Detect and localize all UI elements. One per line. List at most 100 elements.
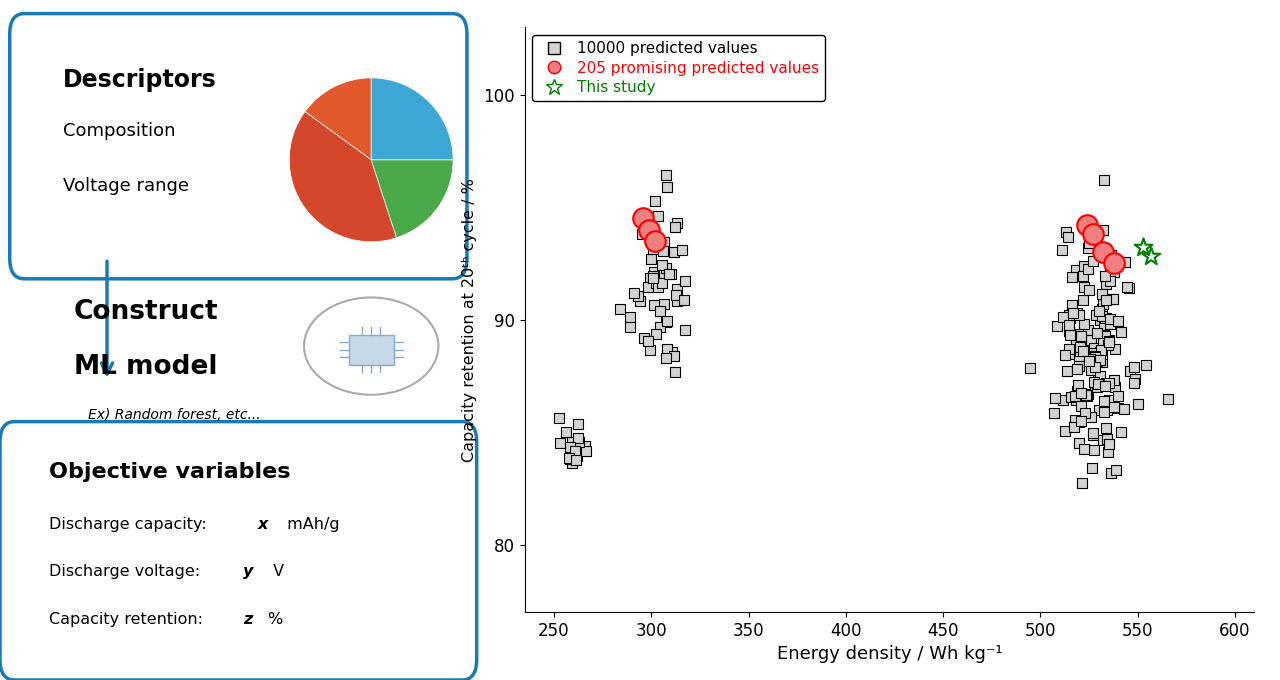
Point	[1084, 377, 1105, 388]
Point	[556, 427, 576, 438]
Point	[1103, 293, 1124, 304]
Point	[657, 343, 677, 354]
Point	[1100, 262, 1120, 273]
Wedge shape	[371, 78, 453, 160]
Point	[662, 346, 682, 357]
Point	[634, 333, 654, 344]
Point	[627, 291, 648, 302]
Point	[1098, 337, 1119, 347]
Text: Composition: Composition	[63, 122, 175, 140]
Point	[1046, 320, 1066, 331]
Point	[1083, 428, 1103, 439]
Point	[1073, 346, 1093, 357]
Point	[1089, 377, 1110, 388]
Text: x: x	[257, 517, 269, 532]
Point	[620, 322, 640, 333]
Point	[649, 269, 669, 279]
Point	[1093, 330, 1114, 341]
Point	[1076, 390, 1097, 401]
Point	[1157, 393, 1178, 404]
Text: Ti: Ti	[444, 206, 457, 219]
Point	[1092, 247, 1112, 258]
Point	[640, 344, 660, 355]
Point	[1105, 258, 1125, 269]
Text: Ni: Ni	[435, 90, 449, 103]
Point	[1080, 354, 1101, 364]
Point	[1068, 308, 1088, 319]
Point	[1093, 434, 1114, 445]
Point	[1075, 407, 1096, 418]
Wedge shape	[371, 160, 453, 238]
Point	[1100, 319, 1120, 330]
Point	[575, 441, 595, 452]
Point	[1074, 260, 1094, 271]
Point	[1135, 360, 1156, 371]
Point	[1084, 380, 1105, 391]
Point	[1108, 390, 1129, 401]
Point	[1068, 379, 1088, 390]
Point	[1128, 398, 1148, 409]
Point	[1070, 394, 1091, 405]
Point	[1101, 313, 1121, 324]
Point	[1085, 351, 1106, 362]
Point	[1140, 251, 1161, 262]
Point	[1087, 356, 1107, 367]
Point	[1070, 415, 1091, 426]
Point	[559, 452, 580, 463]
Point	[611, 303, 631, 314]
Point	[1107, 402, 1128, 413]
Point	[1085, 309, 1106, 320]
Point	[645, 235, 666, 246]
FancyBboxPatch shape	[10, 14, 467, 279]
Point	[667, 284, 687, 294]
Point	[663, 350, 684, 361]
Point	[1065, 394, 1085, 405]
Point	[1096, 294, 1116, 305]
Point	[1044, 392, 1065, 403]
Text: mAh/g: mAh/g	[282, 517, 339, 532]
Point	[1094, 313, 1115, 324]
Point	[667, 218, 687, 228]
Point	[1088, 405, 1108, 415]
Point	[1096, 422, 1116, 433]
Point	[659, 269, 680, 279]
Point	[1055, 426, 1075, 437]
Point	[650, 306, 671, 317]
Point	[1069, 354, 1089, 365]
Point	[657, 182, 677, 192]
Point	[643, 272, 663, 283]
Point	[559, 454, 580, 464]
Point	[639, 224, 659, 235]
Point	[1101, 249, 1121, 260]
Point	[1060, 313, 1080, 324]
Point	[1105, 402, 1125, 413]
Point	[1117, 282, 1138, 292]
Point	[1087, 327, 1107, 338]
Point	[1094, 395, 1115, 406]
Point	[1062, 300, 1083, 311]
Point	[1085, 347, 1106, 358]
Point	[623, 288, 644, 299]
Point	[1111, 326, 1132, 337]
Point	[1059, 325, 1079, 336]
Point	[1101, 467, 1121, 478]
Point	[1096, 313, 1116, 324]
Point	[1089, 314, 1110, 325]
Point	[1092, 303, 1112, 314]
Point	[570, 437, 590, 447]
Point	[675, 325, 695, 336]
Text: z: z	[243, 612, 252, 627]
Text: %: %	[268, 612, 283, 627]
Point	[1066, 330, 1087, 341]
Point	[1043, 408, 1064, 419]
Point	[1084, 343, 1105, 354]
Point	[644, 267, 664, 277]
Point	[562, 457, 582, 468]
Point	[667, 296, 687, 307]
Point	[655, 169, 676, 180]
Point	[655, 262, 676, 273]
Point	[1082, 364, 1102, 375]
Point	[1061, 272, 1082, 283]
Point	[639, 336, 659, 347]
Point	[1097, 433, 1117, 444]
